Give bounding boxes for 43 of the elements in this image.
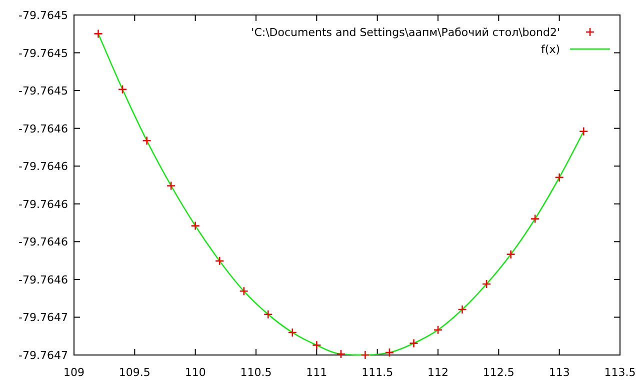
x-tick-label: 112 [428,366,448,379]
x-tick-label: 110 [184,366,206,379]
y-tick-label: -79.7646 [18,160,68,174]
point [94,29,103,38]
y-tick-label: -79.7646 [18,273,68,286]
point [118,84,128,94]
point [360,350,370,360]
y-tick-label: -79.7645 [18,84,68,98]
point [142,136,152,146]
point [312,340,322,350]
point [263,310,273,320]
x-tick-label: 111.5 [362,366,394,379]
point [190,221,200,230]
x-tick-label: 113 [548,366,570,379]
x-tick-label: 113.5 [604,366,636,379]
point [506,250,516,259]
point [578,126,588,136]
point [288,328,298,338]
y-tick-label: -79.7646 [18,198,68,211]
y-tick-label: -79.7645 [18,9,68,22]
point [458,304,467,314]
point [530,214,540,224]
point [336,349,346,359]
y-tick-label: -79.7647 [18,349,68,362]
x-tick-label: 111 [306,366,328,379]
y-tick-label: -79.7647 [18,311,68,324]
x-tick-label: 109.5 [118,366,150,379]
point [166,181,176,190]
legend-label: f(x) [541,43,560,56]
point [384,348,394,358]
point [554,172,564,182]
point [214,256,224,266]
x-tick-label: 109 [64,366,84,379]
legend-label: 'C:\Documents and Settings\аапм\Рабочий стол\bond2' [251,26,560,39]
point [239,286,249,296]
x-tick-label: 112.5 [482,366,514,379]
point [433,325,443,335]
point [482,279,492,289]
x-tick-label: 110.5 [240,366,272,379]
point [409,338,418,348]
y-tick-label: -79.7646 [18,236,68,249]
y-tick-label: -79.7645 [18,46,68,60]
y-tick-label: -79.7646 [18,122,68,136]
